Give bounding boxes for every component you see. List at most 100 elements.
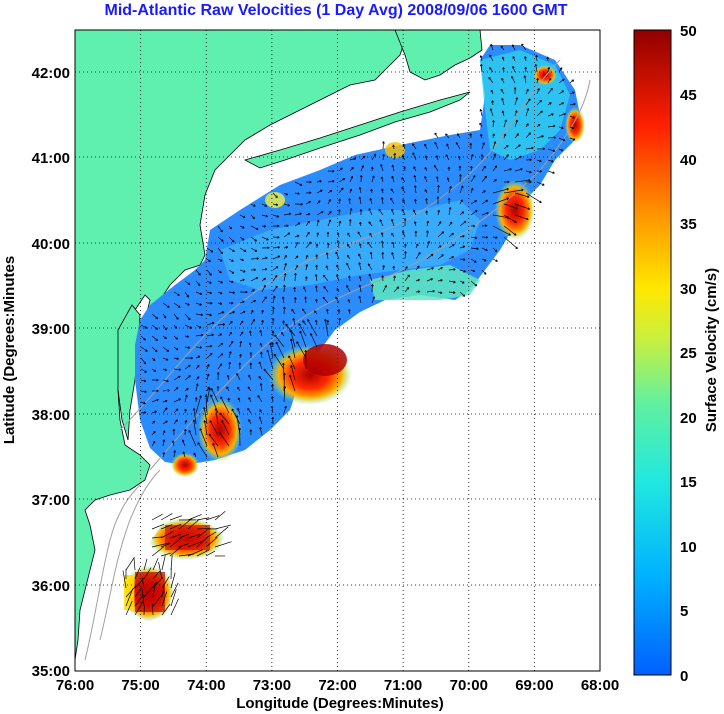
- velocity-arrow: [378, 208, 384, 216]
- velocity-arrow: [272, 275, 278, 282]
- velocity-arrow: [470, 280, 478, 287]
- velocity-arrow: [239, 310, 246, 315]
- velocity-arrow: [348, 198, 351, 205]
- velocity-arrow: [479, 55, 483, 62]
- velocity-arrow: [228, 320, 233, 326]
- velocity-arrow: [547, 87, 553, 95]
- velocity-arrow: [170, 598, 179, 616]
- velocity-arrow: [424, 143, 428, 150]
- velocity-arrow: [192, 408, 197, 425]
- velocity-arrow: [310, 333, 318, 348]
- velocity-arrow: [480, 154, 484, 161]
- velocity-arrow: [217, 333, 223, 337]
- velocity-arrow: [437, 267, 443, 271]
- velocity-arrow: [525, 88, 529, 95]
- hotspot-ne-edge: [565, 107, 585, 143]
- velocity-arrow: [258, 361, 263, 370]
- velocity-arrow: [173, 357, 179, 360]
- velocity-arrow: [327, 169, 335, 173]
- velocity-arrow: [151, 335, 158, 341]
- velocity-arrow: [525, 192, 542, 204]
- velocity-arrow: [569, 91, 575, 95]
- velocity-arrow: [314, 274, 318, 282]
- velocity-arrow: [558, 148, 564, 152]
- velocity-arrow: [303, 286, 307, 293]
- velocity-arrow: [536, 77, 539, 84]
- velocity-arrow: [239, 236, 245, 241]
- velocity-arrow: [133, 557, 136, 571]
- colorbar-tick-label: 30: [680, 281, 697, 298]
- velocity-arrow: [479, 122, 483, 128]
- velocity-arrow: [173, 450, 177, 458]
- velocity-arrow: [271, 383, 275, 392]
- velocity-arrow: [151, 324, 159, 330]
- velocity-arrow: [379, 219, 384, 227]
- velocity-arrow: [257, 395, 263, 403]
- velocity-arrow: [282, 320, 285, 326]
- colorbar-tick-label: 25: [680, 345, 697, 362]
- velocity-arrow: [239, 258, 244, 262]
- velocity-arrow: [283, 192, 289, 196]
- velocity-arrow: [358, 262, 362, 271]
- velocity-arrow: [424, 176, 428, 183]
- velocity-arrow: [151, 430, 156, 436]
- velocity-arrow: [413, 221, 417, 227]
- velocity-arrow: [470, 209, 478, 216]
- velocity-arrow: [305, 212, 311, 216]
- velocity-arrow: [412, 143, 417, 150]
- velocity-arrow: [525, 170, 532, 174]
- velocity-arrow: [261, 236, 269, 241]
- velocity-arrow: [347, 232, 351, 238]
- velocity-arrow: [195, 269, 201, 276]
- velocity-arrow: [514, 144, 521, 150]
- velocity-arrow: [259, 427, 263, 436]
- velocity-arrow: [368, 208, 373, 216]
- velocity-arrow: [206, 373, 210, 381]
- y-axis-label: Latitude (Degrees:Minutes: [1, 256, 18, 444]
- velocity-arrow: [162, 407, 168, 414]
- velocity-arrow: [228, 269, 235, 274]
- velocity-arrow: [412, 209, 417, 216]
- velocity-arrow: [558, 126, 564, 130]
- velocity-arrow: [558, 67, 563, 73]
- velocity-arrow: [151, 542, 170, 548]
- velocity-arrow: [134, 587, 142, 598]
- velocity-arrow: [569, 137, 576, 141]
- velocity-arrow: [358, 284, 362, 293]
- velocity-arrow: [525, 98, 531, 106]
- velocity-arrow: [151, 357, 156, 361]
- velocity-arrow: [272, 203, 279, 207]
- velocity-arrow: [403, 166, 407, 172]
- velocity-arrow: [393, 275, 396, 282]
- velocity-arrow: [162, 389, 170, 392]
- velocity-arrow: [492, 225, 511, 236]
- velocity-arrow: [283, 224, 289, 228]
- velocity-arrow: [558, 102, 565, 106]
- velocity-arrow: [336, 288, 340, 293]
- velocity-arrow: [369, 232, 373, 238]
- velocity-arrow: [160, 543, 171, 548]
- velocity-arrow: [492, 247, 498, 253]
- velocity-arrow: [217, 353, 224, 359]
- velocity-arrow: [161, 586, 165, 598]
- velocity-arrow: [437, 254, 444, 260]
- velocity-arrow: [259, 342, 263, 348]
- velocity-arrow: [196, 535, 209, 548]
- velocity-arrow: [184, 387, 189, 392]
- velocity-arrow: [274, 334, 285, 348]
- velocity-arrow: [206, 321, 215, 326]
- velocity-arrow: [151, 603, 154, 616]
- velocity-arrow: [470, 187, 474, 194]
- velocity-arrow: [217, 236, 224, 242]
- velocity-arrow: [169, 515, 183, 521]
- velocity-arrow: [206, 333, 214, 337]
- velocity-arrow: [488, 76, 494, 84]
- velocity-arrow: [259, 329, 263, 337]
- velocity-arrow: [228, 311, 236, 315]
- delmarva: [117, 304, 141, 441]
- velocity-arrow: [347, 299, 351, 304]
- velocity-arrow: [228, 340, 234, 348]
- velocity-arrow: [250, 289, 255, 293]
- velocity-arrow: [338, 198, 341, 205]
- velocity-arrow: [359, 209, 363, 216]
